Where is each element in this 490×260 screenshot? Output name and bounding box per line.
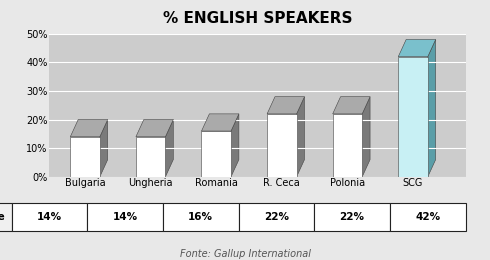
Polygon shape (398, 40, 436, 57)
Text: Fonte: Gallup International: Fonte: Gallup International (179, 249, 311, 259)
Polygon shape (201, 114, 239, 131)
Polygon shape (71, 120, 108, 137)
Polygon shape (333, 114, 362, 177)
Polygon shape (267, 114, 296, 177)
Polygon shape (296, 97, 304, 177)
Polygon shape (71, 137, 100, 177)
Polygon shape (398, 57, 428, 177)
Polygon shape (136, 137, 166, 177)
Polygon shape (201, 131, 231, 177)
Polygon shape (231, 114, 239, 177)
Polygon shape (428, 40, 436, 177)
Polygon shape (166, 120, 173, 177)
Polygon shape (267, 97, 304, 114)
Polygon shape (136, 120, 173, 137)
Polygon shape (362, 97, 370, 177)
Title: % ENGLISH SPEAKERS: % ENGLISH SPEAKERS (163, 11, 352, 26)
Polygon shape (333, 97, 370, 114)
Polygon shape (100, 120, 108, 177)
